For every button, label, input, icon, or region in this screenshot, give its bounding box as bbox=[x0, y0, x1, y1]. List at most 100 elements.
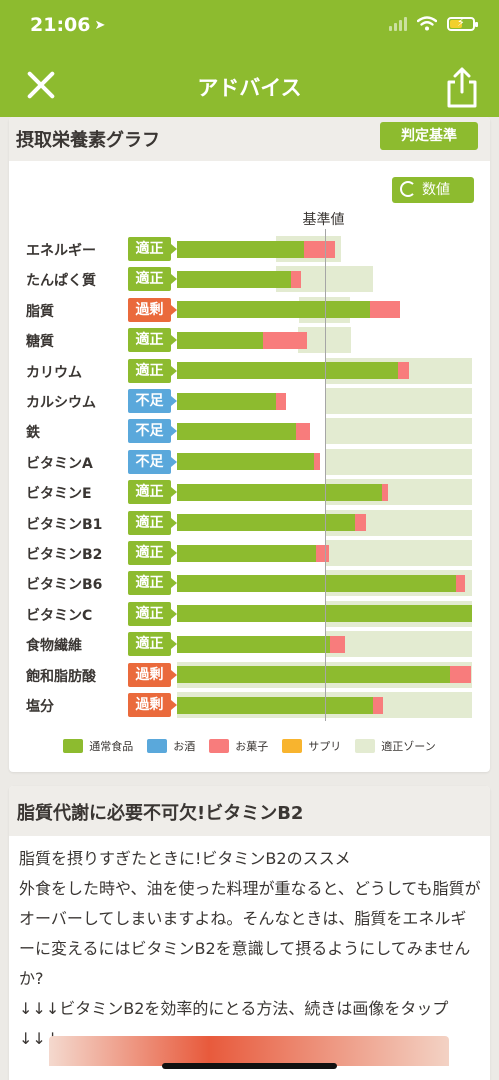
page-title: アドバイス bbox=[197, 76, 302, 100]
bar-segment bbox=[177, 392, 276, 410]
status-badge: 過剰 bbox=[128, 662, 177, 687]
advice-article-card[interactable]: 脂質代謝に必要不可欠!ビタミンB2 脂質を摂りすぎたときに!ビタミンB2のススメ… bbox=[9, 786, 490, 1080]
nutrition-chart-card: 摂取栄養素グラフ 判定基準 数値 エネルギー 適正 たんぱく質 適正 脂質 過剰 糖質 適正カ… bbox=[9, 117, 490, 772]
baseline-line bbox=[324, 229, 326, 722]
bar-segment bbox=[177, 574, 456, 592]
nutrient-label: 鉄 bbox=[26, 425, 40, 442]
bar-segment bbox=[177, 514, 356, 532]
bar-segment bbox=[314, 453, 321, 471]
nutrient-label: ビタミンE bbox=[26, 486, 92, 503]
bar-segment bbox=[355, 514, 366, 532]
bar-segment bbox=[373, 696, 384, 714]
bar-segment bbox=[370, 301, 400, 319]
legend-item: お菓子 bbox=[209, 738, 268, 754]
bar-segment bbox=[177, 422, 297, 440]
optimal-zone bbox=[324, 388, 472, 414]
bar-segment bbox=[177, 453, 315, 471]
nutrient-label: たんぱく質 bbox=[26, 273, 96, 290]
legend-label: お菓子 bbox=[235, 740, 269, 753]
legend-item: お酒 bbox=[147, 738, 195, 754]
bar-segment bbox=[330, 635, 346, 653]
nutrient-label: ビタミンC bbox=[26, 607, 93, 624]
optimal-zone bbox=[324, 448, 472, 475]
nutrient-label: カルシウム bbox=[26, 395, 96, 411]
criteria-button[interactable]: 判定基準 bbox=[380, 122, 478, 150]
signal-icon bbox=[389, 16, 407, 31]
home-indicator bbox=[162, 1063, 337, 1069]
legend-label: お酒 bbox=[173, 740, 196, 753]
chart-card-title: 摂取栄養素グラフ bbox=[16, 130, 160, 151]
status-badge: 適正 bbox=[128, 601, 177, 626]
status-badge: 適正 bbox=[128, 328, 177, 353]
article-body: 脂質を摂りすぎたときに!ビタミンB2のススメ 外食をした時や、油を使った料理が重… bbox=[19, 849, 481, 1048]
bar-segment bbox=[177, 635, 331, 653]
share-icon[interactable] bbox=[445, 66, 479, 108]
bar-segment bbox=[290, 270, 301, 288]
chart-legend: 通常食品 お酒 お菓子 サプリ 適正ゾーン bbox=[9, 738, 490, 754]
nutrient-label: 食物繊維 bbox=[26, 638, 82, 655]
bar-segment bbox=[262, 331, 307, 349]
nutrient-label: ビタミンB6 bbox=[26, 577, 103, 594]
bar-segment bbox=[177, 331, 263, 349]
status-badge: 不足 bbox=[128, 389, 177, 413]
bar-segment bbox=[296, 422, 310, 440]
bar-segment bbox=[315, 544, 329, 562]
legend-swatch bbox=[355, 739, 376, 753]
legend-swatch bbox=[147, 739, 168, 753]
status-badge: 不足 bbox=[128, 419, 177, 444]
bar-segment bbox=[177, 666, 450, 684]
bar-segment bbox=[177, 696, 374, 714]
wifi-icon bbox=[417, 16, 437, 31]
status-badge: 過剰 bbox=[128, 297, 177, 322]
nutrient-label: カリウム bbox=[26, 364, 82, 381]
refresh-icon bbox=[400, 181, 416, 197]
bar-segment bbox=[275, 392, 287, 410]
bar-segment bbox=[177, 483, 383, 501]
legend-label: 適正ゾーン bbox=[381, 740, 436, 753]
status-badge: 適正 bbox=[128, 237, 177, 261]
app-header: 21:06 ➤ ⚡ アドバイス bbox=[0, 0, 499, 117]
legend-label: サプリ bbox=[308, 740, 342, 753]
nutrient-label: ビタミンB2 bbox=[26, 547, 103, 563]
legend-swatch bbox=[282, 739, 303, 753]
status-badge: 適正 bbox=[128, 632, 177, 657]
legend-item: 適正ゾーン bbox=[355, 738, 436, 754]
bar-segment bbox=[449, 666, 471, 684]
location-arrow-icon: ➤ bbox=[94, 18, 106, 33]
nutrient-label: 脂質 bbox=[26, 303, 54, 320]
chart-card-header: 摂取栄養素グラフ 判定基準 bbox=[9, 117, 490, 161]
article-title: 脂質代謝に必要不可欠!ビタミンB2 bbox=[17, 803, 304, 824]
optimal-zone bbox=[324, 418, 472, 445]
nutrient-label: 飽和脂肪酸 bbox=[26, 668, 96, 685]
bar-segment bbox=[177, 240, 304, 258]
status-badge: 不足 bbox=[128, 449, 177, 474]
legend-label: 通常食品 bbox=[89, 740, 134, 753]
bar-segment bbox=[455, 574, 465, 592]
optimal-zone bbox=[324, 540, 472, 566]
values-toggle-label: 数値 bbox=[422, 182, 450, 198]
article-header: 脂質代謝に必要不可欠!ビタミンB2 bbox=[9, 786, 490, 836]
nutrient-label: 塩分 bbox=[26, 699, 54, 715]
nutrient-label: 糖質 bbox=[26, 334, 54, 351]
bar-segment bbox=[303, 240, 335, 258]
status-badge: 適正 bbox=[128, 480, 177, 505]
bar-segment bbox=[177, 544, 316, 562]
values-toggle-button[interactable]: 数値 bbox=[392, 177, 474, 203]
legend-item: 通常食品 bbox=[63, 738, 133, 754]
status-badge: 適正 bbox=[128, 510, 177, 535]
optimal-zone bbox=[324, 631, 472, 658]
status-badge: 過剰 bbox=[128, 693, 177, 717]
nutrient-label: ビタミンA bbox=[26, 455, 93, 472]
nutrient-label: エネルギー bbox=[26, 243, 96, 259]
status-icons: ⚡ bbox=[389, 16, 478, 31]
nutrient-label: ビタミンB1 bbox=[26, 516, 103, 533]
status-badge: 適正 bbox=[128, 571, 177, 596]
legend-swatch bbox=[209, 739, 230, 753]
bar-segment bbox=[177, 362, 399, 380]
baseline-label: 基準値 bbox=[302, 212, 345, 228]
status-badge: 適正 bbox=[128, 267, 177, 292]
article-image[interactable] bbox=[49, 1036, 449, 1066]
status-badge: 適正 bbox=[128, 358, 177, 383]
status-badge: 適正 bbox=[128, 541, 177, 565]
bar-segment bbox=[177, 270, 291, 288]
